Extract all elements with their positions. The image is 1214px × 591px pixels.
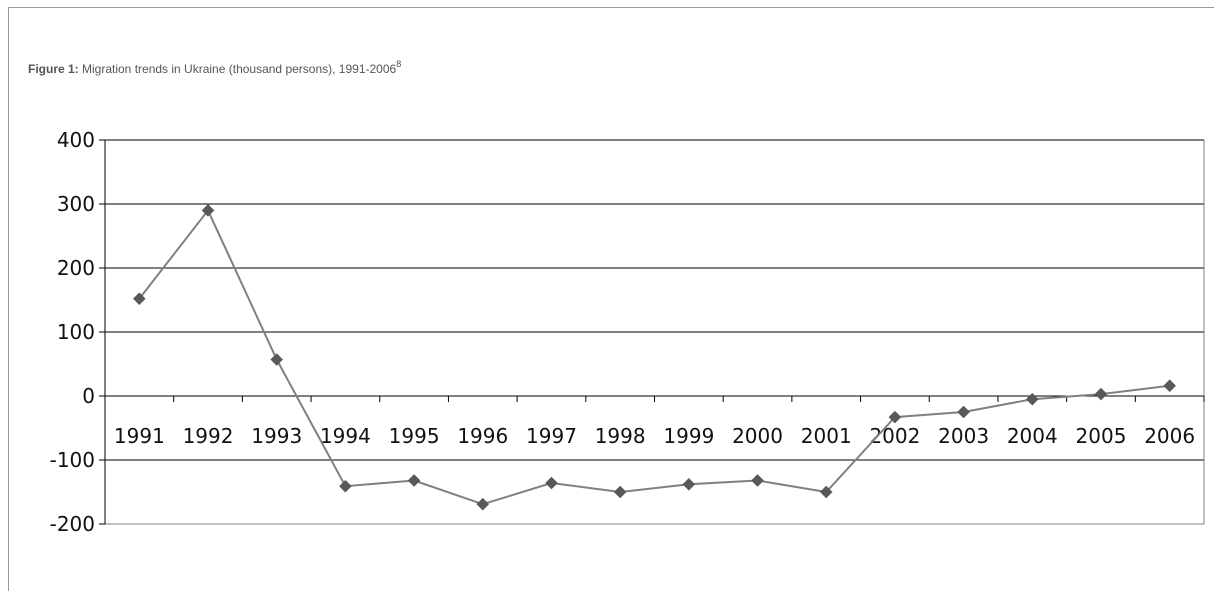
x-tick-label: 1994 <box>320 424 371 448</box>
x-tick-label: 1997 <box>526 424 577 448</box>
x-tick-label: 1995 <box>389 424 440 448</box>
data-point-2001 <box>819 485 833 499</box>
figure-footnote-ref: 8 <box>396 59 402 69</box>
frame-left-border <box>8 7 9 591</box>
frame-top-border <box>8 7 1214 8</box>
data-point-2002 <box>888 410 902 424</box>
x-tick-label: 2006 <box>1144 424 1195 448</box>
data-point-1997 <box>545 476 558 490</box>
x-tick-label: 2000 <box>732 424 783 448</box>
y-tick-label: 300 <box>57 192 95 216</box>
series-line <box>138 208 1170 506</box>
y-tick-label: -100 <box>50 448 95 472</box>
y-tick-label: 400 <box>57 128 95 152</box>
data-point-1995 <box>407 474 421 487</box>
x-tick-label: 2004 <box>1007 424 1058 448</box>
y-tick-label: 200 <box>57 256 95 280</box>
data-point-2005 <box>1094 387 1108 401</box>
y-tick-label: 0 <box>82 384 95 408</box>
y-tick-label: -200 <box>50 512 95 536</box>
x-tick-label: 2005 <box>1076 424 1127 448</box>
x-tick-label: 1996 <box>457 424 508 448</box>
data-point-1999 <box>682 477 696 491</box>
data-point-1993 <box>270 353 284 366</box>
x-tick-label: 2003 <box>938 424 989 448</box>
data-point-2004 <box>1025 392 1039 406</box>
data-point-2003 <box>957 405 970 419</box>
data-point-1998 <box>613 485 627 499</box>
figure-label: Figure 1: <box>28 62 79 76</box>
x-tick-label: 1992 <box>183 424 234 448</box>
x-tick-label: 2001 <box>801 424 852 448</box>
data-point-1992 <box>201 204 215 217</box>
figure-title: Migration trends in Ukraine (thousand pe… <box>78 62 397 76</box>
data-point-1991 <box>132 292 146 306</box>
x-tick-label: 1991 <box>114 424 165 448</box>
y-tick-label: 100 <box>57 320 95 344</box>
data-point-2000 <box>751 474 764 487</box>
x-tick-label: 1998 <box>595 424 646 448</box>
data-point-1996 <box>476 497 490 511</box>
x-tick-label: 1993 <box>251 424 302 448</box>
data-point-2006 <box>1163 379 1177 393</box>
x-tick-label: 1999 <box>663 424 714 448</box>
figure-caption: Figure 1: Migration trends in Ukraine (t… <box>28 59 402 76</box>
data-point-1994 <box>339 479 352 493</box>
